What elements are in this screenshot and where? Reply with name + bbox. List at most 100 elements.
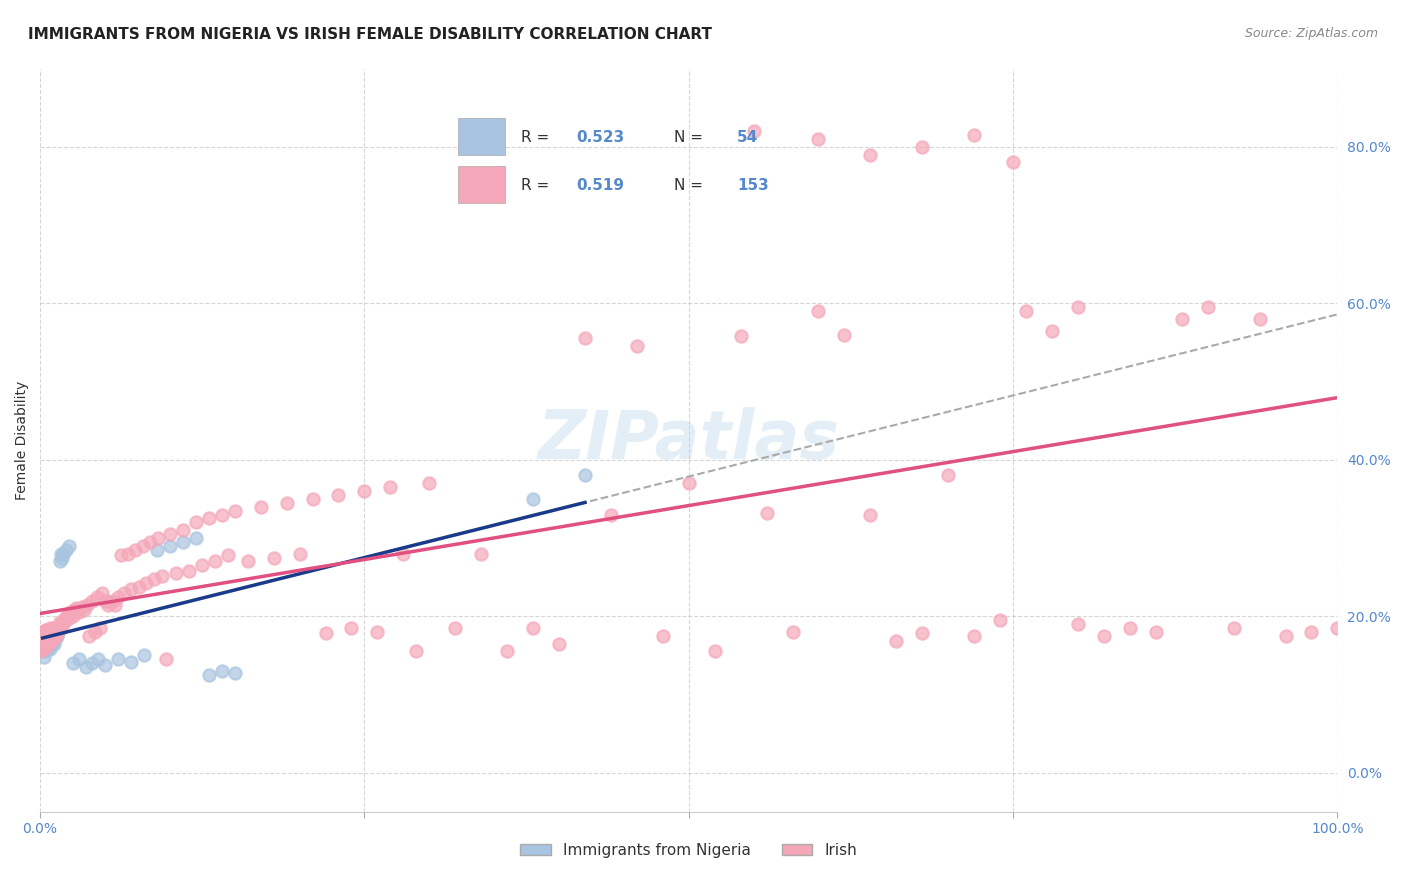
Point xyxy=(94,593,117,607)
Point xyxy=(62,656,84,670)
Point xyxy=(80,593,103,607)
Point xyxy=(31,624,53,639)
Point xyxy=(1274,629,1296,643)
Point xyxy=(42,634,65,648)
Point xyxy=(35,629,58,643)
Point xyxy=(204,554,226,568)
Point xyxy=(45,629,67,643)
Point xyxy=(63,605,86,619)
Point xyxy=(67,652,90,666)
Text: 153: 153 xyxy=(737,178,769,193)
Point xyxy=(34,629,56,643)
Point xyxy=(755,506,778,520)
Point xyxy=(135,576,157,591)
Point xyxy=(1015,304,1038,318)
Point xyxy=(32,624,55,639)
Point xyxy=(1002,155,1025,169)
Point xyxy=(963,128,986,142)
Point xyxy=(31,632,53,647)
Point xyxy=(97,598,120,612)
Point xyxy=(38,629,60,643)
Point xyxy=(37,632,59,647)
Point xyxy=(1067,300,1090,314)
Point xyxy=(76,598,98,612)
Point xyxy=(52,547,75,561)
Point xyxy=(1222,621,1244,635)
Point xyxy=(32,637,55,651)
Text: N =: N = xyxy=(675,178,709,193)
Point xyxy=(75,660,97,674)
Point xyxy=(574,468,596,483)
Point xyxy=(39,642,62,657)
Point xyxy=(44,637,66,651)
Point xyxy=(42,621,65,635)
Point xyxy=(496,644,519,658)
Point xyxy=(1092,629,1115,643)
Point xyxy=(30,639,52,653)
Point xyxy=(34,634,56,648)
Point xyxy=(31,629,53,643)
Point xyxy=(45,624,67,638)
Point xyxy=(31,642,53,657)
Point xyxy=(91,586,114,600)
Point xyxy=(34,639,56,653)
Point xyxy=(58,539,80,553)
Point xyxy=(41,631,63,645)
Point xyxy=(782,624,804,639)
Point xyxy=(37,632,59,647)
Point xyxy=(44,624,66,638)
Point xyxy=(45,626,67,640)
Point xyxy=(340,621,363,635)
Point xyxy=(41,631,63,645)
Point xyxy=(46,624,69,638)
Point xyxy=(1170,312,1192,326)
Point xyxy=(35,632,58,647)
Point xyxy=(1119,621,1142,635)
Point xyxy=(224,665,246,680)
Point xyxy=(49,618,72,632)
Point xyxy=(80,656,103,670)
Point xyxy=(548,637,571,651)
Point xyxy=(58,611,80,625)
Point xyxy=(46,621,69,635)
Point xyxy=(1249,312,1271,326)
Point xyxy=(41,637,63,651)
Point xyxy=(678,476,700,491)
Point xyxy=(276,496,298,510)
Point xyxy=(217,548,239,562)
Point xyxy=(859,147,882,161)
Point xyxy=(807,132,830,146)
Point xyxy=(34,644,56,658)
Point xyxy=(418,476,440,491)
Point xyxy=(49,547,72,561)
Point xyxy=(114,586,136,600)
Point xyxy=(48,621,70,635)
Point xyxy=(470,547,492,561)
Point xyxy=(56,609,79,624)
Point xyxy=(70,599,93,614)
Point xyxy=(59,605,82,619)
Point xyxy=(32,632,55,647)
Point xyxy=(600,508,623,522)
Point xyxy=(45,631,67,645)
Point xyxy=(38,631,60,645)
Point xyxy=(86,590,108,604)
Point xyxy=(31,644,53,658)
Text: ZIPatlas: ZIPatlas xyxy=(537,407,839,473)
Point xyxy=(41,624,63,639)
Point xyxy=(32,629,55,643)
Point xyxy=(963,629,986,643)
Point xyxy=(37,637,59,651)
Point xyxy=(742,124,765,138)
Point xyxy=(143,572,166,586)
Point xyxy=(38,624,60,638)
Point xyxy=(131,539,153,553)
Point xyxy=(44,629,66,643)
Point xyxy=(32,640,55,655)
Point xyxy=(191,558,214,573)
Point xyxy=(132,648,155,663)
Point xyxy=(73,603,96,617)
Point xyxy=(31,637,53,651)
Point xyxy=(184,531,207,545)
Point xyxy=(107,652,129,666)
